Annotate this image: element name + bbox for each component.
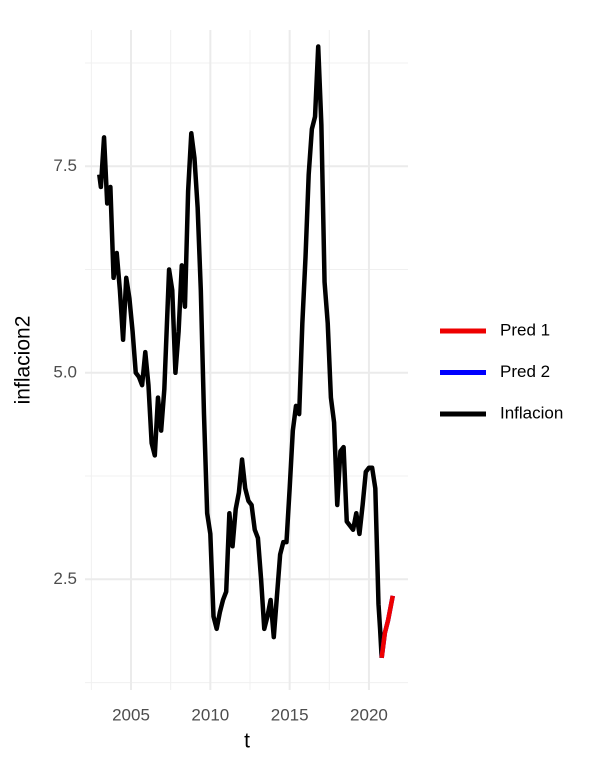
y-axis-title: inflacion2	[12, 316, 35, 405]
series-line	[97, 44, 384, 658]
legend-label: Inflacion	[500, 403, 563, 422]
y-tick-label: 7.5	[53, 156, 77, 175]
y-tick-label: 5.0	[53, 362, 77, 381]
x-tick-label: 2005	[112, 705, 150, 724]
x-tick-label: 2020	[350, 705, 388, 724]
legend-label: Pred 1	[500, 320, 550, 339]
x-tick-label: 2015	[271, 705, 309, 724]
series-line	[379, 595, 395, 659]
x-axis-title: t	[244, 730, 250, 753]
y-tick-label: 2.5	[53, 569, 77, 588]
x-tick-label: 2010	[191, 705, 229, 724]
legend-label: Pred 2	[500, 362, 550, 381]
